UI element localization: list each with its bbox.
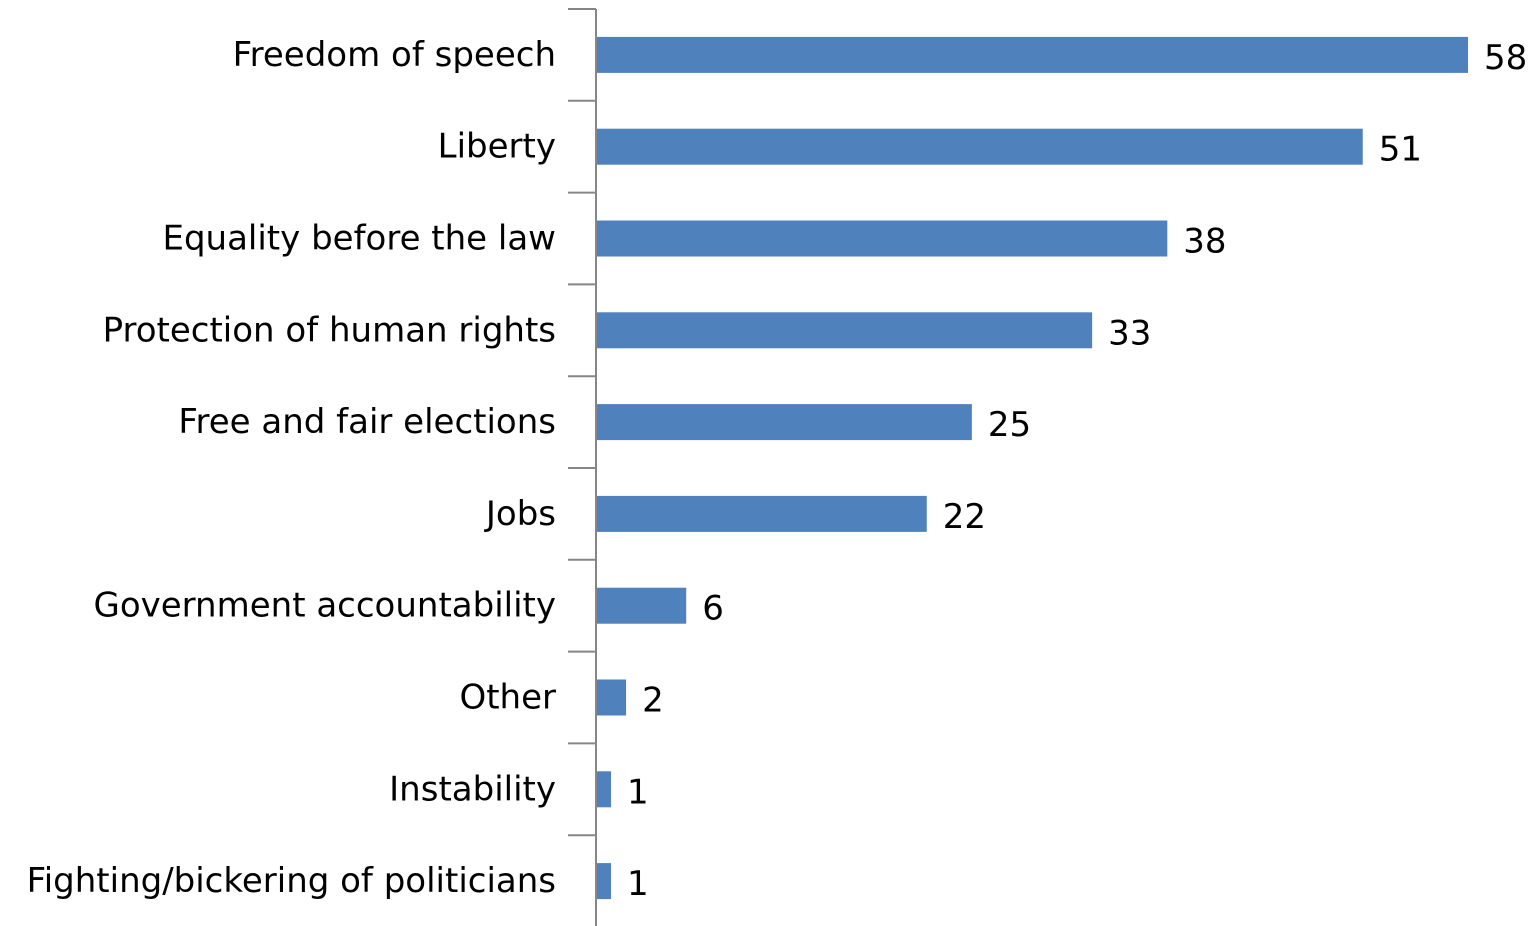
value-label-freedom-of-speech: 58 [1484,38,1527,78]
bar-equality-before-the-law [596,220,1168,257]
value-label-protection-of-human-rights: 33 [1108,313,1151,353]
value-labels: 58 51 38 33 25 22 6 2 1 1 [627,38,1527,904]
category-label-protection-of-human-rights: Protection of human rights [103,310,556,350]
bar-liberty [596,128,1363,165]
category-label-equality-before-the-law: Equality before the law [162,219,556,259]
bar-freedom-of-speech [596,36,1468,73]
category-axis [568,8,597,926]
bar-instability [596,771,612,808]
bar-jobs [596,495,927,532]
category-label-freedom-of-speech: Freedom of speech [233,35,556,75]
category-label-jobs: Jobs [484,494,556,534]
bars-group [596,36,1468,900]
value-label-jobs: 22 [943,497,986,537]
category-label-government-accountability: Government accountability [93,586,556,626]
value-label-equality-before-the-law: 38 [1183,222,1226,262]
category-labels: Freedom of speech Liberty Equality before … [27,35,556,901]
bar-government-accountability [596,587,687,624]
category-label-other: Other [459,678,556,718]
bar-other [596,679,627,716]
value-label-free-and-fair-elections: 25 [988,405,1031,445]
category-label-fighting-bickering-of-politicians: Fighting/bickering of politicians [27,861,556,901]
value-label-instability: 1 [627,772,649,812]
bar-fighting-bickering-of-politicians [596,863,612,900]
bar-free-and-fair-elections [596,404,972,441]
value-label-other: 2 [642,681,664,721]
value-label-liberty: 51 [1379,130,1422,170]
category-label-instability: Instability [389,769,556,809]
category-label-liberty: Liberty [438,127,556,167]
category-label-free-and-fair-elections: Free and fair elections [178,402,556,442]
bar-protection-of-human-rights [596,312,1093,349]
value-label-fighting-bickering-of-politicians: 1 [627,864,649,904]
value-label-government-accountability: 6 [702,589,724,629]
